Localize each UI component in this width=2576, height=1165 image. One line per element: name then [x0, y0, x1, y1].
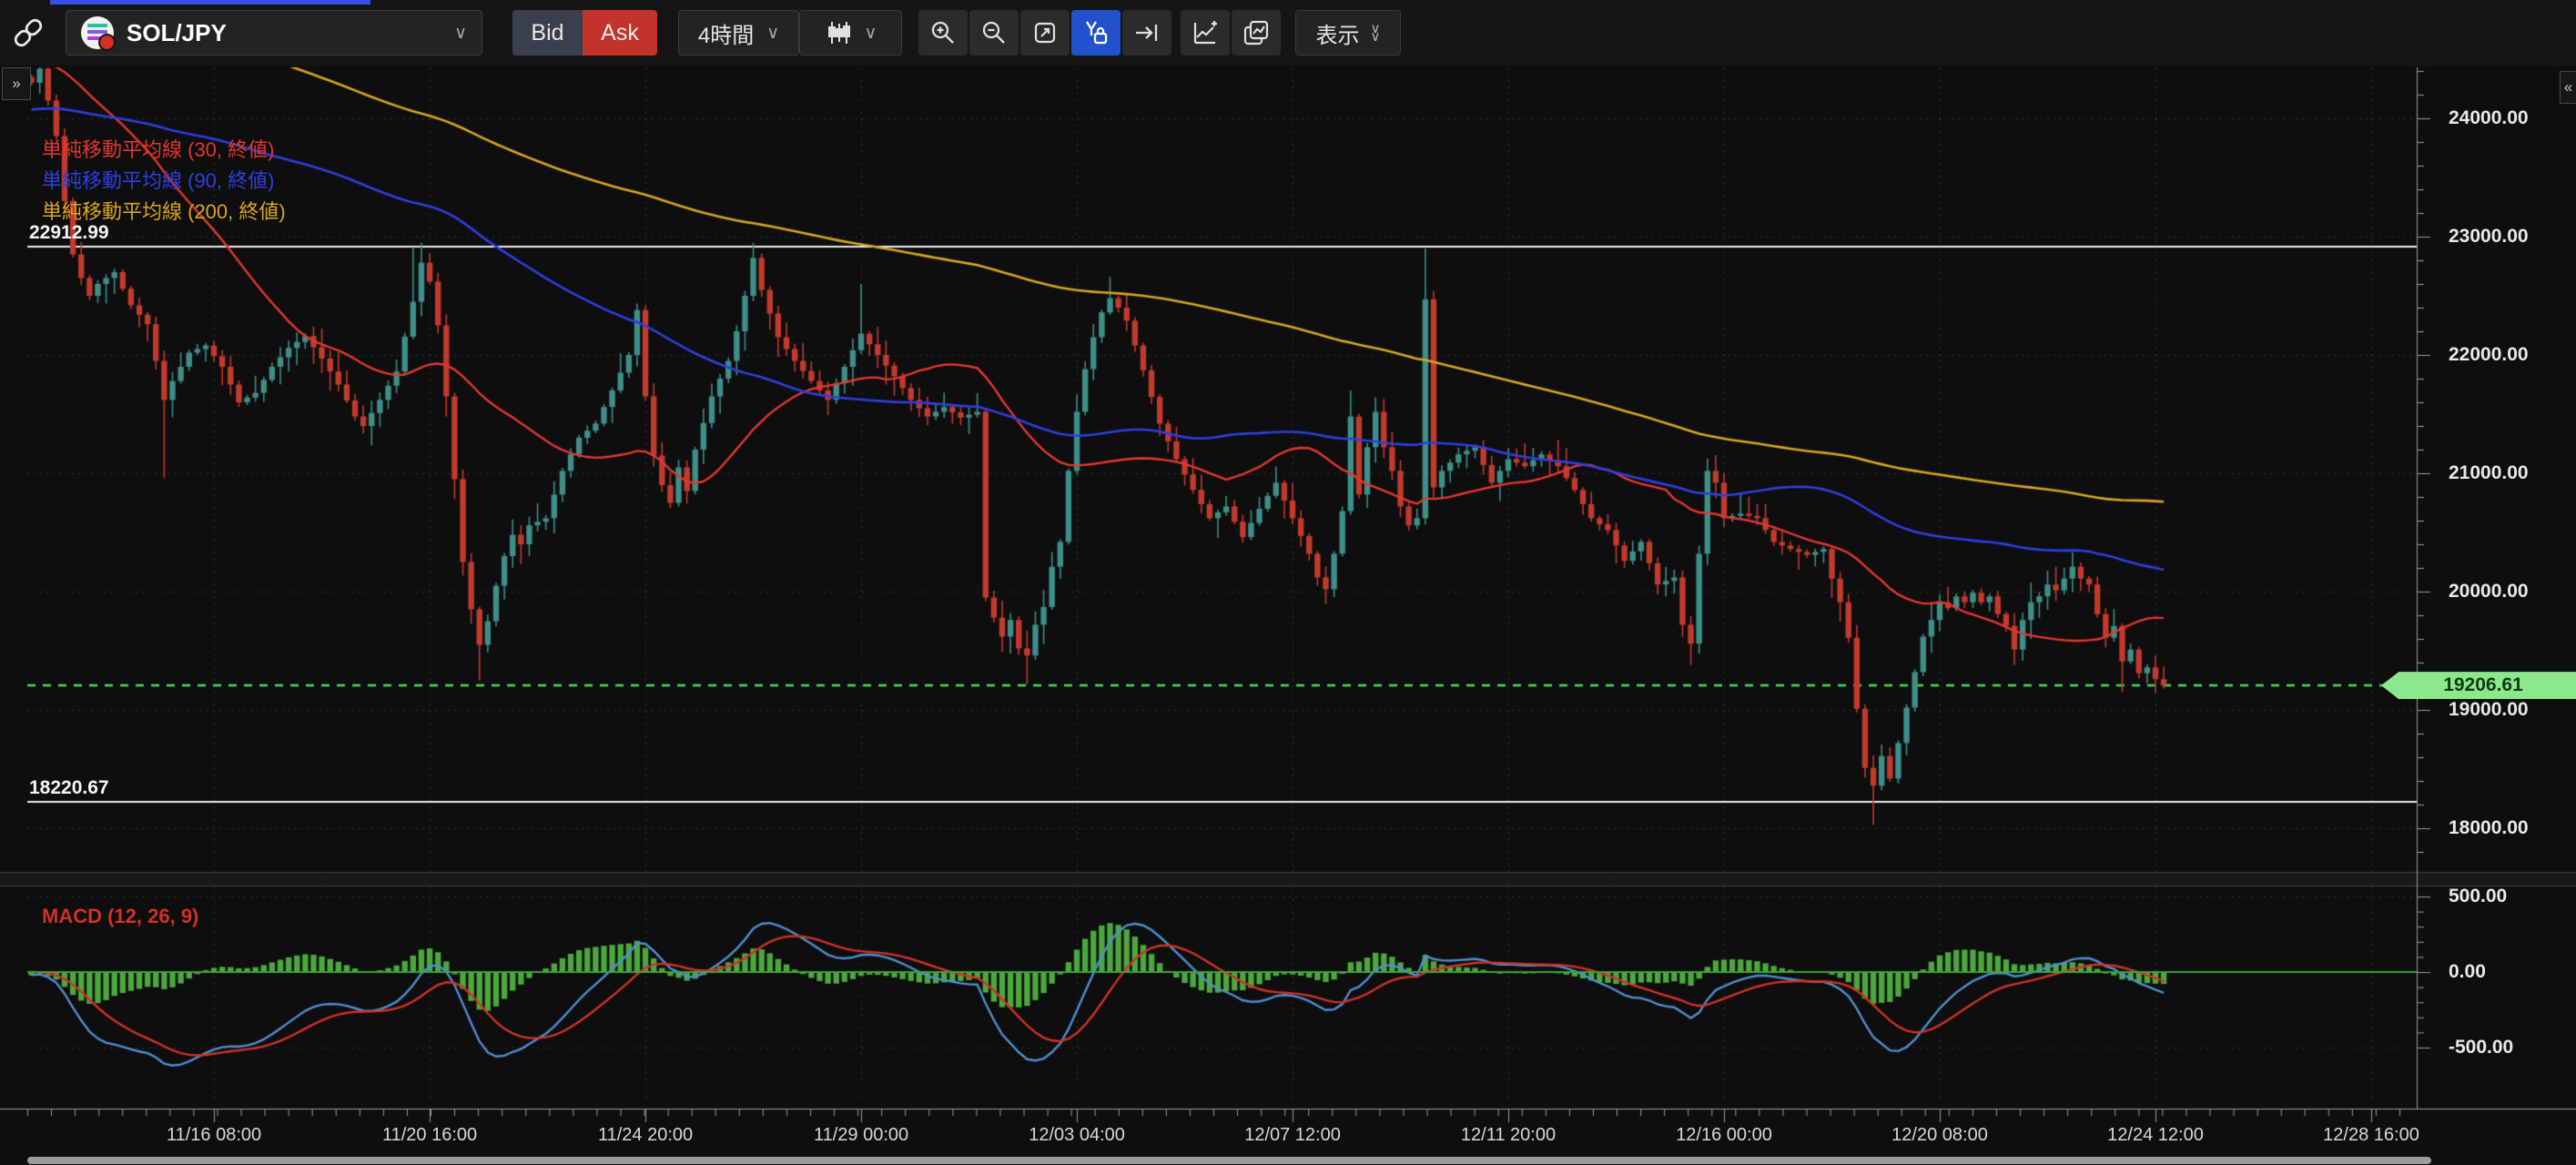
price-chart-canvas[interactable]	[0, 66, 2576, 1165]
compare-chart-button[interactable]	[1232, 10, 1281, 56]
display-menu-button[interactable]: 表示 ∨ ∨	[1295, 10, 1401, 56]
zoom-in-icon	[931, 21, 954, 44]
expand-panel-button[interactable]: »	[2, 67, 31, 100]
legend-sma-90[interactable]: 単純移動平均線 (90, 終値)	[42, 169, 275, 192]
compare-chart-icon	[1243, 20, 1269, 46]
chevron-down-icon: ∨	[766, 23, 780, 43]
symbol-label: SOL/JPY	[127, 18, 227, 46]
chevron-down-icon: ∨	[864, 23, 877, 43]
indicator-legend: 単純移動平均線 (30, 終値) 単純移動平均線 (90, 終値) 単純移動平均…	[42, 135, 286, 228]
fit-screen-icon	[1034, 22, 1056, 44]
y-axis-lock-icon	[1086, 21, 1108, 45]
status-dot	[98, 34, 116, 51]
double-chevron-down-icon: ∨ ∨	[1370, 21, 1381, 45]
display-menu-label: 表示	[1315, 23, 1360, 48]
fit-screen-button[interactable]	[1020, 10, 1070, 56]
solana-icon	[81, 16, 116, 51]
collapse-axis-button[interactable]: «	[2560, 71, 2576, 104]
add-indicator-button[interactable]	[1181, 10, 1230, 56]
zoom-out-button[interactable]	[969, 10, 1019, 56]
chevron-down-icon: ∨	[454, 23, 467, 43]
go-to-latest-button[interactable]	[1122, 10, 1171, 56]
legend-sma-200[interactable]: 単純移動平均線 (200, 終値)	[42, 200, 286, 223]
candlestick-type-icon	[827, 22, 850, 44]
add-indicator-icon	[1193, 21, 1217, 45]
link-icon[interactable]	[11, 15, 46, 50]
bid-button[interactable]: Bid	[512, 10, 583, 56]
zoom-in-button[interactable]	[918, 10, 968, 56]
symbol-select[interactable]: SOL/JPY ∨	[66, 10, 482, 56]
legend-sma-30[interactable]: 単純移動平均線 (30, 終値)	[42, 138, 275, 161]
timeframe-select[interactable]: 4時間 ∨	[678, 10, 799, 56]
ask-button[interactable]: Ask	[583, 10, 657, 56]
chart-toolbar: SOL/JPY ∨ Bid Ask 4時間 ∨ ∨	[0, 0, 2576, 66]
zoom-out-icon	[982, 21, 1005, 44]
top-accent-strip	[50, 0, 370, 5]
chart-type-select[interactable]: ∨	[799, 10, 902, 56]
go-to-latest-icon	[1136, 25, 1158, 41]
horizontal-scrollbar[interactable]	[27, 1157, 2431, 1164]
timeframe-label: 4時間	[697, 23, 755, 48]
y-axis-lock-button[interactable]	[1071, 10, 1121, 56]
chart-area: » « 単純移動平均線 (30, 終値) 単純移動平均線 (90, 終値) 単純…	[0, 66, 2576, 1165]
